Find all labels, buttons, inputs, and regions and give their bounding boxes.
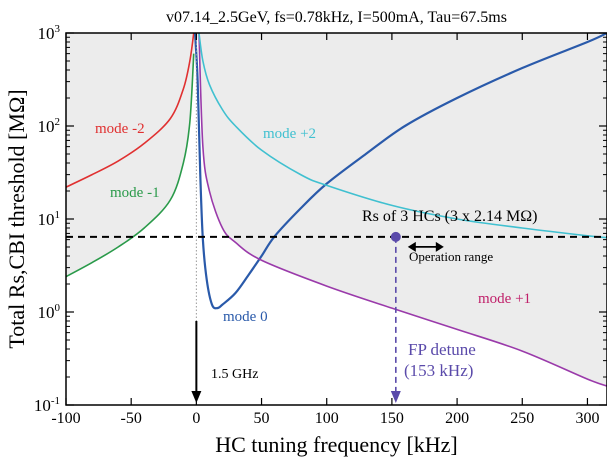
rf-frequency-arrow-head — [191, 391, 202, 403]
operation-range-arrow-left — [407, 241, 416, 252]
y-axis-label: Total Rs,CBI threshold [MΩ] — [4, 89, 29, 348]
fp-detune-value-label: (153 kHz) — [404, 361, 473, 380]
series-label-mode-minus-1: mode -1 — [110, 185, 160, 201]
rf-frequency-label: 1.5 GHz — [211, 367, 258, 382]
operation-range-arrow-right — [435, 241, 444, 252]
x-tick-label: 300 — [575, 410, 599, 427]
x-tick-label: 250 — [510, 410, 534, 427]
series-line-mode-0 — [193, 33, 607, 310]
series-line-mode-minus-1 — [66, 53, 195, 278]
y-tick-label: 102 — [38, 116, 61, 136]
series-label-mode-0: mode 0 — [223, 309, 268, 325]
series-label-mode-minus-2: mode -2 — [95, 121, 145, 137]
x-tick-label: 50 — [254, 410, 270, 427]
x-tick-label: -50 — [121, 410, 142, 427]
chart-title: v07.14_2.5GeV, fs=0.78kHz, I=500mA, Tau=… — [166, 9, 507, 26]
y-tick-label: 103 — [38, 23, 61, 43]
x-tick-label: 200 — [445, 410, 469, 427]
series-layer — [66, 33, 607, 387]
annotation-marks — [191, 231, 444, 403]
series-line-mode-plus-1 — [198, 33, 607, 387]
x-tick-label: 100 — [315, 410, 339, 427]
x-tick-label: 150 — [380, 410, 404, 427]
x-tick-label: 0 — [192, 410, 200, 427]
series-label-mode-plus-1: mode +1 — [478, 291, 531, 307]
y-tick-label: 101 — [38, 209, 61, 229]
series-line-mode-plus-2 — [198, 33, 607, 239]
threshold-label: Rs of 3 HCs (3 x 2.14 MΩ) — [362, 208, 537, 225]
x-tick-label: -100 — [51, 410, 80, 427]
fp-detune-label: FP detune — [408, 340, 476, 359]
operation-range-label: Operation range — [409, 249, 493, 264]
operating-point-marker — [390, 231, 401, 242]
x-axis-label: HC tuning frequency [kHz] — [215, 432, 458, 457]
series-line-mode-minus-2 — [66, 33, 195, 188]
series-label-mode-plus-2: mode +2 — [263, 126, 316, 142]
fp-detune-arrow-head — [390, 391, 401, 403]
unstable-region-fill — [66, 33, 607, 387]
y-tick-label: 100 — [38, 302, 61, 322]
